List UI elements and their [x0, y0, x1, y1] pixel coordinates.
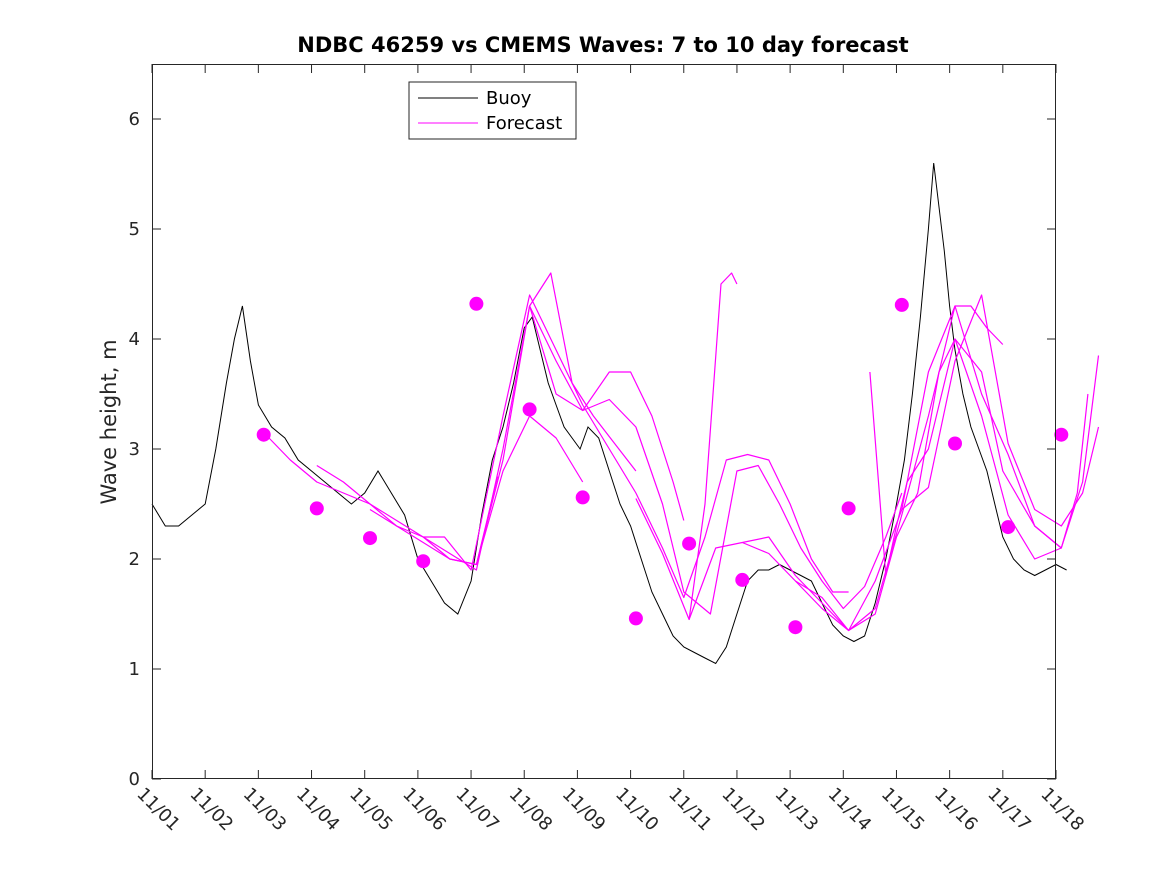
forecast-marker-3: [416, 554, 431, 569]
forecast-line-3: [423, 294, 849, 599]
plot-frame: [152, 64, 1056, 779]
chart-title: NDBC 46259 vs CMEMS Waves: 7 to 10 day f…: [297, 33, 908, 57]
forecast-line-6: [635, 272, 738, 621]
y-tick-label-6: 6: [129, 109, 140, 130]
forecast-marker-15: [1054, 427, 1069, 442]
legend: Buoy Forecast: [408, 81, 577, 140]
forecast-line-7: [688, 305, 1004, 632]
data-layer: [151, 162, 1100, 665]
legend-forecast-label: Forecast: [486, 113, 562, 134]
y-tick-label-3: 3: [129, 439, 140, 460]
forecast-marker-9: [735, 572, 750, 587]
forecast-marker-5: [522, 402, 537, 417]
y-tick-label-1: 1: [129, 659, 140, 680]
forecast-marker-7: [628, 611, 643, 626]
forecast-marker-4: [469, 296, 484, 311]
forecast-line-11: [869, 338, 1062, 577]
y-axis-label: Wave height, m: [97, 339, 121, 504]
y-tick-label-0: 0: [129, 769, 140, 790]
forecast-marker-11: [841, 501, 856, 516]
forecast-marker-0: [256, 427, 271, 442]
legend-box: [408, 81, 577, 140]
plot-area: [152, 64, 1056, 779]
forecast-line-8: [742, 338, 1089, 632]
forecast-line-4: [475, 305, 903, 615]
forecast-marker-10: [788, 620, 803, 635]
forecast-line-1: [316, 415, 584, 566]
forecast-marker-2: [363, 531, 377, 546]
forecast-marker-1: [309, 501, 324, 516]
forecast-marker-14: [1001, 520, 1016, 535]
forecast-marker-8: [682, 536, 697, 551]
legend-buoy-label: Buoy: [486, 88, 532, 109]
forecast-marker-12: [894, 297, 909, 312]
y-tick-label-4: 4: [129, 329, 140, 350]
forecast-line-5: [529, 305, 685, 521]
forecast-line-2: [369, 272, 637, 571]
forecast-marker-6: [575, 490, 590, 505]
y-tick-label-5: 5: [129, 219, 140, 240]
forecast-line-10: [901, 294, 1100, 527]
y-tick-label-2: 2: [129, 549, 140, 570]
buoy-series-line: [151, 162, 1067, 665]
forecast-marker-13: [948, 436, 962, 451]
